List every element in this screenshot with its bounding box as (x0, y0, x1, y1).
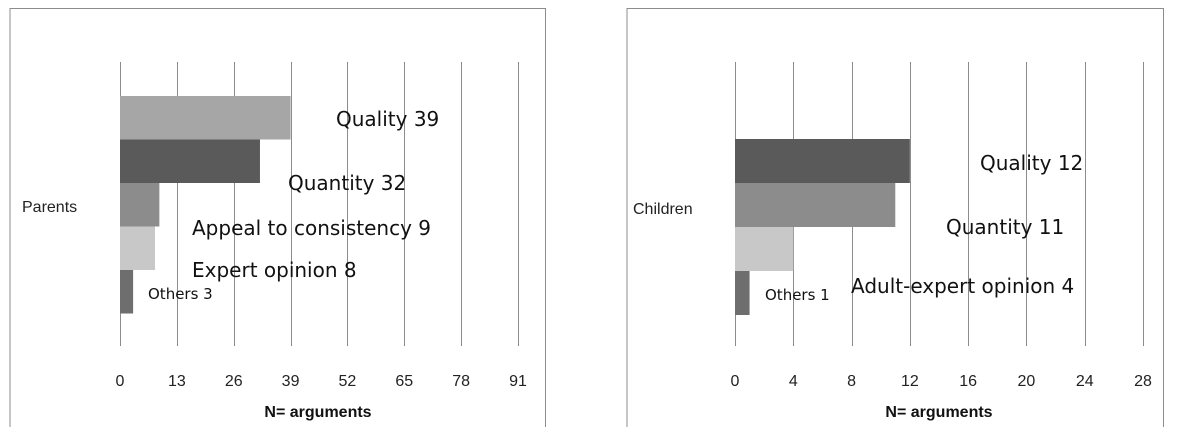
bar-quantity (735, 183, 896, 227)
chart-parents: 0 13 26 39 52 65 78 91 Quality 39 Quantity 32 App… (9, 8, 546, 427)
data-label: Quality 39 (336, 107, 439, 131)
chart-parents-data-labels: Quality 39 Quantity 32 Appeal to consisten… (148, 107, 439, 303)
bar-adult-expert-opinion (735, 227, 794, 271)
chart-children: 0 4 8 12 16 20 24 28 Quality 12 Quantity 11 Adult… (626, 8, 1164, 427)
x-tick-label: 24 (1076, 373, 1094, 390)
chart-children-border (626, 8, 1164, 427)
chart-children-category-label: Children (633, 201, 693, 218)
data-label: Adult-expert opinion 4 (851, 274, 1074, 298)
bar-appeal-to-consistency (120, 183, 160, 227)
data-label: Others 3 (148, 285, 213, 303)
data-label: Expert opinion 8 (192, 258, 357, 282)
x-tick-label: 13 (168, 373, 186, 390)
chart-parents-x-axis-title: N= arguments (264, 404, 371, 421)
data-label: Others 1 (765, 286, 830, 304)
data-label: Quality 12 (980, 151, 1083, 175)
chart-parents-tick-labels: 0 13 26 39 52 65 78 91 (116, 373, 527, 390)
data-label: Quantity 32 (288, 171, 406, 195)
chart-children-bars (735, 139, 910, 315)
x-tick-label: 8 (847, 373, 856, 390)
bar-others (120, 270, 134, 314)
chart-parents-bars (120, 96, 291, 314)
data-label: Appeal to consistency 9 (192, 216, 431, 240)
x-tick-label: 20 (1018, 373, 1036, 390)
x-tick-label: 91 (509, 373, 527, 390)
bar-quantity (120, 139, 260, 183)
x-tick-label: 52 (339, 373, 357, 390)
x-tick-label: 0 (116, 373, 125, 390)
x-tick-label: 16 (959, 373, 977, 390)
bar-expert-opinion (120, 226, 155, 270)
bar-quality (120, 96, 291, 140)
x-tick-label: 12 (901, 373, 919, 390)
x-tick-label: 0 (731, 373, 740, 390)
x-tick-label: 28 (1134, 373, 1152, 390)
chart-children-tick-labels: 0 4 8 12 16 20 24 28 (731, 373, 1152, 390)
x-tick-label: 78 (452, 373, 470, 390)
x-tick-label: 4 (789, 373, 798, 390)
chart-children-data-labels: Quality 12 Quantity 11 Adult-expert opinio… (765, 151, 1083, 304)
chart-children-x-axis-title: N= arguments (885, 404, 992, 421)
x-tick-label: 26 (225, 373, 243, 390)
data-label: Quantity 11 (946, 215, 1064, 239)
chart-parents-category-label: Parents (22, 199, 77, 216)
bar-quality (735, 139, 910, 183)
chart-parents-border (9, 8, 546, 427)
x-tick-label: 39 (282, 373, 300, 390)
x-tick-label: 65 (395, 373, 413, 390)
bar-others (735, 271, 750, 315)
